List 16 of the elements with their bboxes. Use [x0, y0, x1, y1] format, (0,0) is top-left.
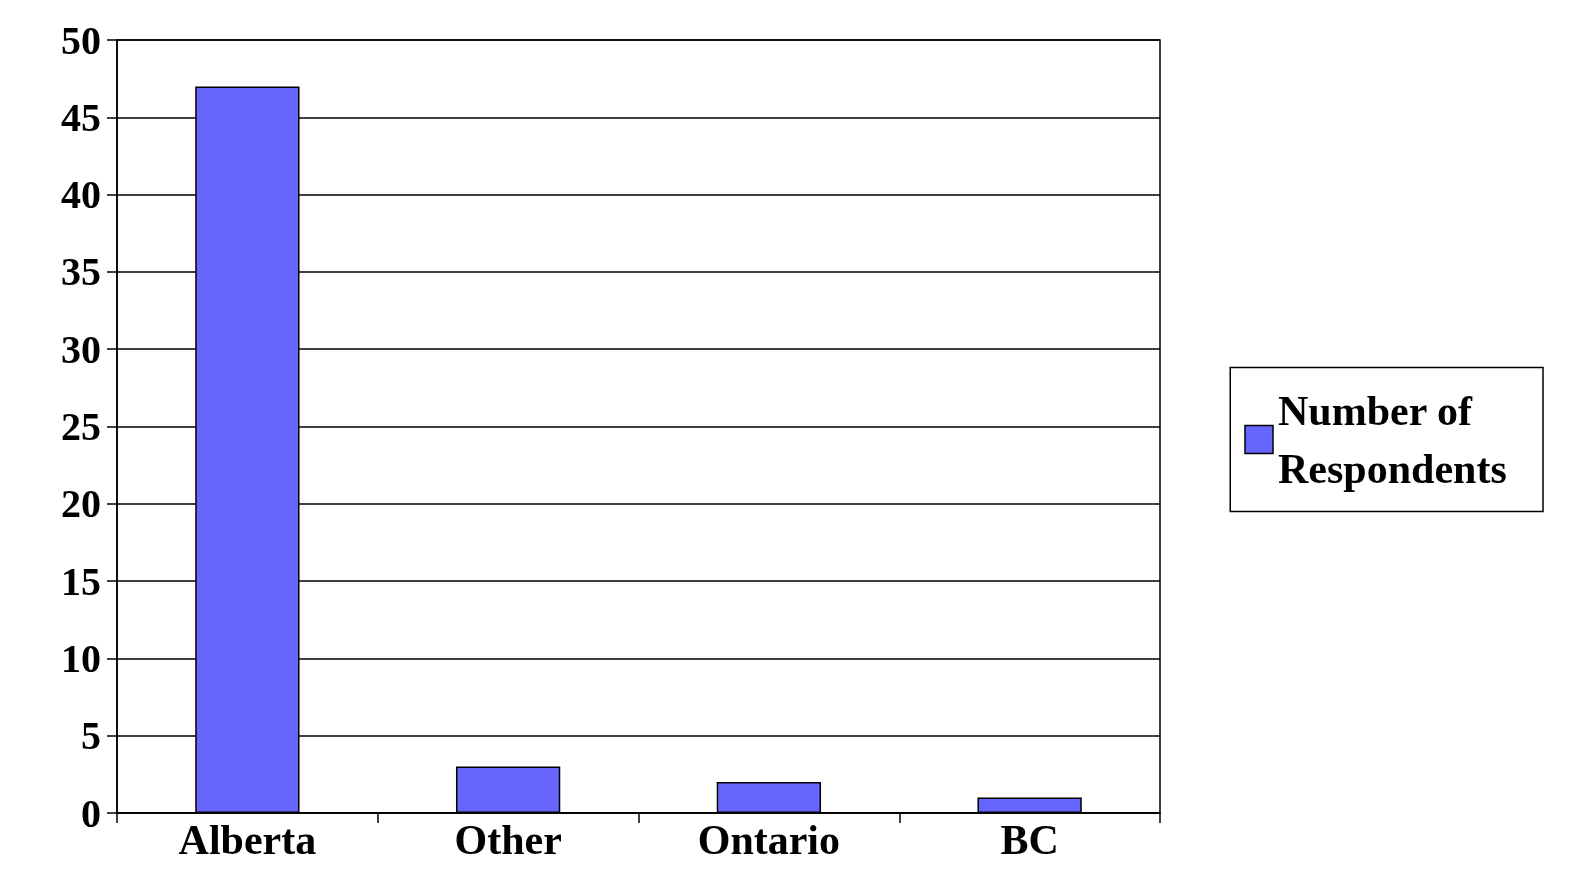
y-tick-label: 20 [61, 481, 101, 527]
x-tick-label: Alberta [178, 817, 317, 863]
y-tick-label: 40 [61, 172, 101, 218]
y-tick-label: 25 [61, 404, 101, 449]
y-tick-label: 15 [61, 558, 101, 604]
y-tick-label: 10 [61, 635, 101, 681]
y-tick-label: 50 [61, 17, 101, 63]
y-tick-label: 0 [81, 790, 101, 836]
x-tick-label: Ontario [697, 817, 841, 863]
y-tick-label: 5 [81, 713, 101, 759]
y-tick-label: 45 [61, 94, 101, 140]
legend-label: Number of Respondents [1278, 387, 1507, 492]
x-tick-label: Other [454, 817, 562, 863]
y-tick-label: 35 [61, 249, 101, 295]
x-tick-label: BC [1000, 817, 1059, 863]
y-tick-label: 30 [61, 326, 101, 372]
